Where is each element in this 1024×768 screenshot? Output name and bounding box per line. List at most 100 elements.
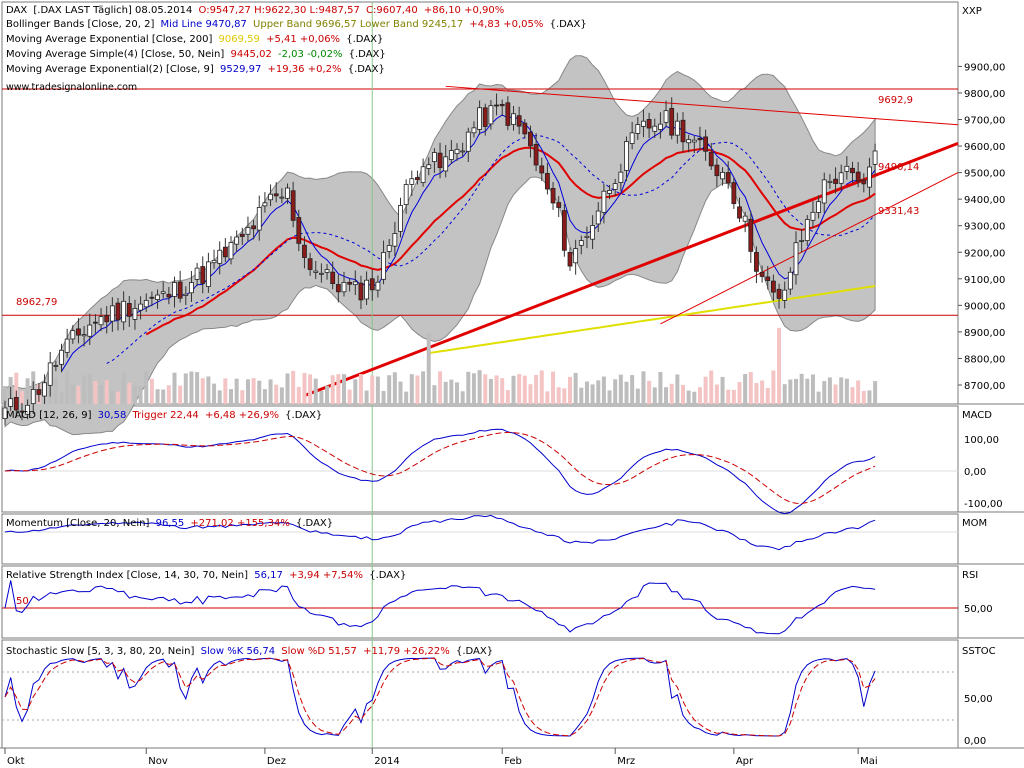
macd-tick-minus-100: -100,00 <box>964 499 1003 510</box>
candle-body-29 <box>166 293 172 298</box>
volume-bar-23 <box>132 385 137 404</box>
candle-body-68 <box>386 245 392 252</box>
candle-body-75 <box>426 164 432 169</box>
ema200-name: Moving Average Exponential [Close, 200] <box>6 34 212 45</box>
momentum-legend: Momentum [Close, 20, Nein] 96,55 +271,02… <box>6 518 333 529</box>
candle-body-97 <box>550 188 556 204</box>
candle-body-116 <box>658 123 663 130</box>
candle-body-66 <box>375 281 381 291</box>
volume-bar-74 <box>421 371 426 404</box>
candle-body-16 <box>93 321 98 324</box>
volume-bar-126 <box>714 384 719 404</box>
volume-bar-139 <box>788 379 793 404</box>
volume-bar-19 <box>110 390 115 404</box>
volume-bar-123 <box>697 387 702 404</box>
rsi-panel <box>1 565 959 639</box>
candle-body-71 <box>403 184 409 205</box>
volume-bar-59 <box>336 374 341 404</box>
macd-change: +6,48 +26,9% <box>205 410 279 421</box>
candle-body-25 <box>143 299 149 308</box>
candle-body-125 <box>708 152 714 167</box>
candle-body-35 <box>200 266 206 284</box>
volume-bar-47 <box>268 379 273 404</box>
candle-body-80 <box>454 148 460 155</box>
macd-panel <box>1 405 959 513</box>
candle-body-135 <box>765 276 771 281</box>
volume-bar-105 <box>596 380 601 404</box>
candle-body-43 <box>245 227 251 235</box>
volume-bar-12 <box>70 384 75 404</box>
candle-body-1 <box>8 398 14 407</box>
candle-body-69 <box>392 233 398 247</box>
volume-bar-82 <box>466 371 471 404</box>
candle-body-11 <box>64 338 70 353</box>
trendline-lower <box>660 172 959 325</box>
svg-text:Relative Strength Index [Close: Relative Strength Index [Close, 14, 30, … <box>6 570 406 581</box>
volume-bar-152 <box>861 390 866 404</box>
legend-close: C:9607,40 <box>366 5 418 16</box>
bollinger-mid-line <box>106 135 876 364</box>
candle-body-40 <box>228 242 234 260</box>
volume-bar-17 <box>99 385 104 404</box>
volume-bar-136 <box>771 370 776 404</box>
volume-bar-88 <box>500 378 505 404</box>
legend-desc: [.DAX LAST Täglich] 08.05.2014 <box>33 5 192 16</box>
candle-body-98 <box>556 202 562 208</box>
volume-bar-54 <box>308 374 313 404</box>
volume-bar-153 <box>867 390 872 404</box>
price-axis-title: XXP <box>962 6 982 17</box>
candle-body-145 <box>821 179 827 204</box>
candle-body-142 <box>804 219 810 241</box>
volume-bar-83 <box>471 373 476 404</box>
candle-body-7 <box>42 382 47 397</box>
stoch-name: Stochastic Slow [5, 3, 3, 80, 20, Nein] <box>6 646 195 657</box>
bollinger-ticker: {.DAX} <box>550 19 587 30</box>
volume-bar-117 <box>664 387 669 404</box>
candle-body-10 <box>59 349 64 365</box>
volume-bar-57 <box>325 385 330 404</box>
candle-body-114 <box>646 119 652 129</box>
price-tick-label-3: 9600,00 <box>964 142 1005 153</box>
volume-bar-49 <box>279 387 284 404</box>
candle-body-44 <box>251 225 257 230</box>
candle-body-102 <box>578 240 584 246</box>
volume-bar-4 <box>25 378 30 404</box>
candle-body-106 <box>601 190 607 213</box>
candle-body-19 <box>109 305 115 322</box>
axis-separators <box>0 403 1024 749</box>
volume-bar-76 <box>432 385 437 404</box>
candle-body-133 <box>754 252 759 272</box>
candle-body-143 <box>810 211 816 221</box>
trendline-main <box>303 141 959 398</box>
macd-legend: MACD [12, 26, 9] 30,58 Trigger 22,44 +6,… <box>6 410 322 421</box>
candle-body-139 <box>787 271 793 290</box>
volume-bar-115 <box>652 387 657 404</box>
volume-bar-107 <box>607 390 612 404</box>
volume-bar-77 <box>438 371 443 404</box>
candle-body-23 <box>132 308 138 320</box>
price-tick-label-9: 9000,00 <box>964 301 1005 312</box>
ema9-change: +19,36 +0,2% <box>268 64 342 75</box>
ema200-change: +5,41 +0,06% <box>266 34 340 45</box>
volume-bar-89 <box>505 390 510 404</box>
candle-body-122 <box>691 139 697 143</box>
legend-change: +86,10 +0,90% <box>424 5 504 16</box>
volume-bar-119 <box>675 374 680 404</box>
candle-body-109 <box>618 171 624 183</box>
website-label: www.tradesignalonline.com <box>6 82 137 93</box>
volume-bar-144 <box>816 391 821 404</box>
candle-body-152 <box>861 179 867 185</box>
volume-bar-99 <box>562 388 567 404</box>
volume-bar-29 <box>166 385 171 404</box>
legend-symbol: DAX <box>6 5 27 16</box>
volume-bar-72 <box>409 374 414 404</box>
volume-bar-30 <box>172 372 177 404</box>
volume-bar-146 <box>827 377 832 404</box>
volume-bar-9 <box>53 377 58 404</box>
volume-bar-130 <box>737 382 742 404</box>
momentum-panel <box>1 513 959 565</box>
candle-body-123 <box>697 137 703 141</box>
candle-body-79 <box>448 150 454 160</box>
volume-bar-71 <box>404 391 409 404</box>
volume-bar-22 <box>127 382 132 404</box>
